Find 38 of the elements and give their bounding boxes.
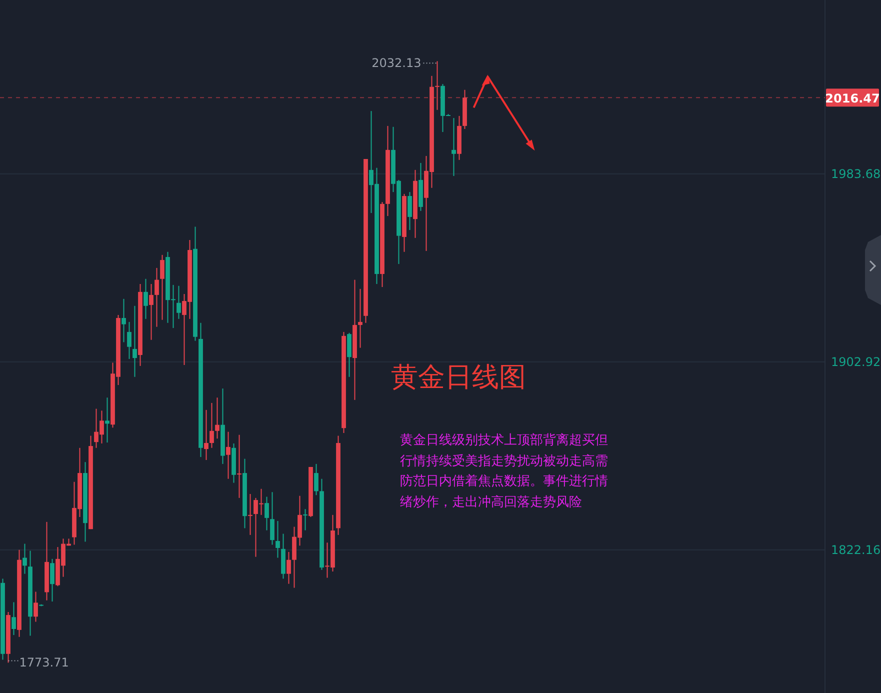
candlestick (122, 298, 126, 343)
candlestick (127, 321, 132, 360)
candlestick (149, 283, 154, 340)
candlestick (160, 254, 164, 320)
candlestick (226, 431, 230, 480)
y-tick-label: 1902.92 (831, 354, 881, 369)
y-tick-label: 1822.16 (831, 542, 881, 557)
ref-line-label: 2016.47 (825, 92, 880, 106)
candlestick (270, 492, 274, 546)
candlestick (264, 496, 269, 531)
candlestick (50, 558, 54, 602)
candlestick (358, 288, 362, 348)
candlestick (154, 267, 159, 328)
candlestick (34, 591, 38, 622)
candlestick (303, 508, 308, 531)
candlestick (452, 118, 456, 176)
annotation: 1773.71 (19, 656, 69, 670)
candlestick (176, 285, 181, 320)
candlestick (204, 409, 208, 460)
candlestick (215, 397, 220, 440)
candlestick (105, 397, 110, 444)
candlestick (210, 402, 214, 448)
annotation: 2032.13 (372, 56, 422, 70)
y-tick-label: 1983.68 (831, 166, 881, 181)
candlestick (22, 543, 27, 574)
candlestick (248, 493, 252, 536)
text: 黄金日线图 (391, 362, 526, 393)
candlestick (347, 332, 352, 378)
candlestick (435, 60, 440, 110)
candlestick (276, 520, 280, 558)
candlestick (314, 463, 318, 496)
candlestick (132, 305, 137, 378)
candlestick (286, 551, 291, 584)
candlestick (144, 278, 148, 320)
candlestick (12, 602, 16, 636)
candlestick (237, 434, 242, 498)
candlestick (408, 192, 412, 230)
annotation: 黄金日线级别技术上顶部背离超买但行情持续受美指走势扰动被动走高需防范日内借着焦点数据。事件进行情绪炒作，走出冲高回落走势风险 (400, 432, 609, 512)
